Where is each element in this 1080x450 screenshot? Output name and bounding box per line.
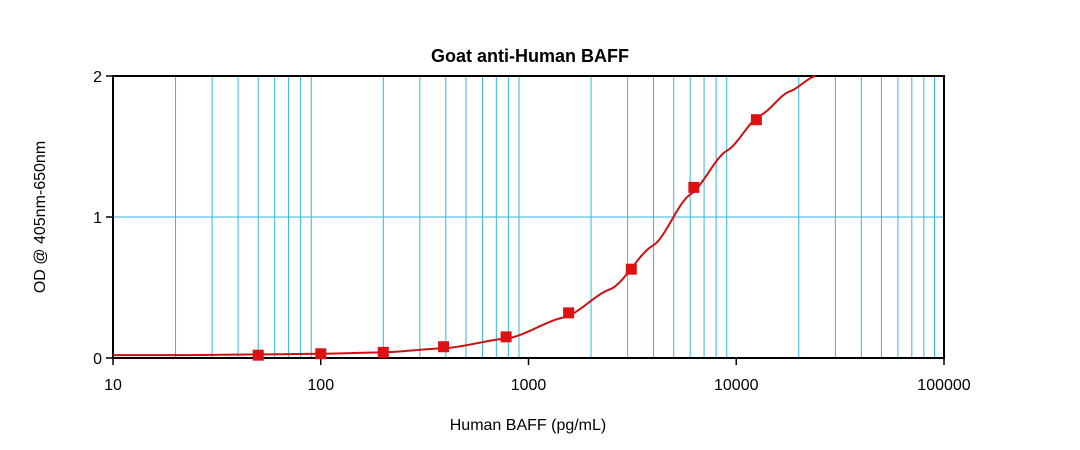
data-point [252, 349, 264, 361]
data-point [500, 331, 512, 343]
data-point [750, 114, 762, 126]
data-point [563, 307, 575, 319]
data-point [625, 263, 637, 275]
grid [113, 76, 944, 358]
data-point [688, 181, 700, 193]
x-axis-label: Human BAFF (pg/mL) [450, 417, 606, 434]
y-tick-label: 0 [93, 351, 102, 368]
data-series [113, 75, 816, 361]
x-tick-label: 100 [307, 377, 334, 394]
x-tick-label: 10 [104, 377, 122, 394]
data-point [377, 346, 389, 358]
fit-curve [113, 75, 816, 357]
data-point [315, 348, 327, 360]
y-axis-label: OD @ 405nm-650nm [32, 141, 49, 293]
x-tick-label: 1000 [511, 377, 547, 394]
x-tick-label: 10000 [714, 377, 759, 394]
y-tick-label: 2 [93, 69, 102, 86]
y-tick-label: 1 [93, 210, 102, 227]
x-tick-label: 100000 [917, 377, 970, 394]
axis-ticks: 10 100 1000 10000 100000 0 1 2 [93, 69, 971, 394]
chart-title: Goat anti-Human BAFF [431, 46, 629, 66]
data-point [438, 341, 450, 353]
